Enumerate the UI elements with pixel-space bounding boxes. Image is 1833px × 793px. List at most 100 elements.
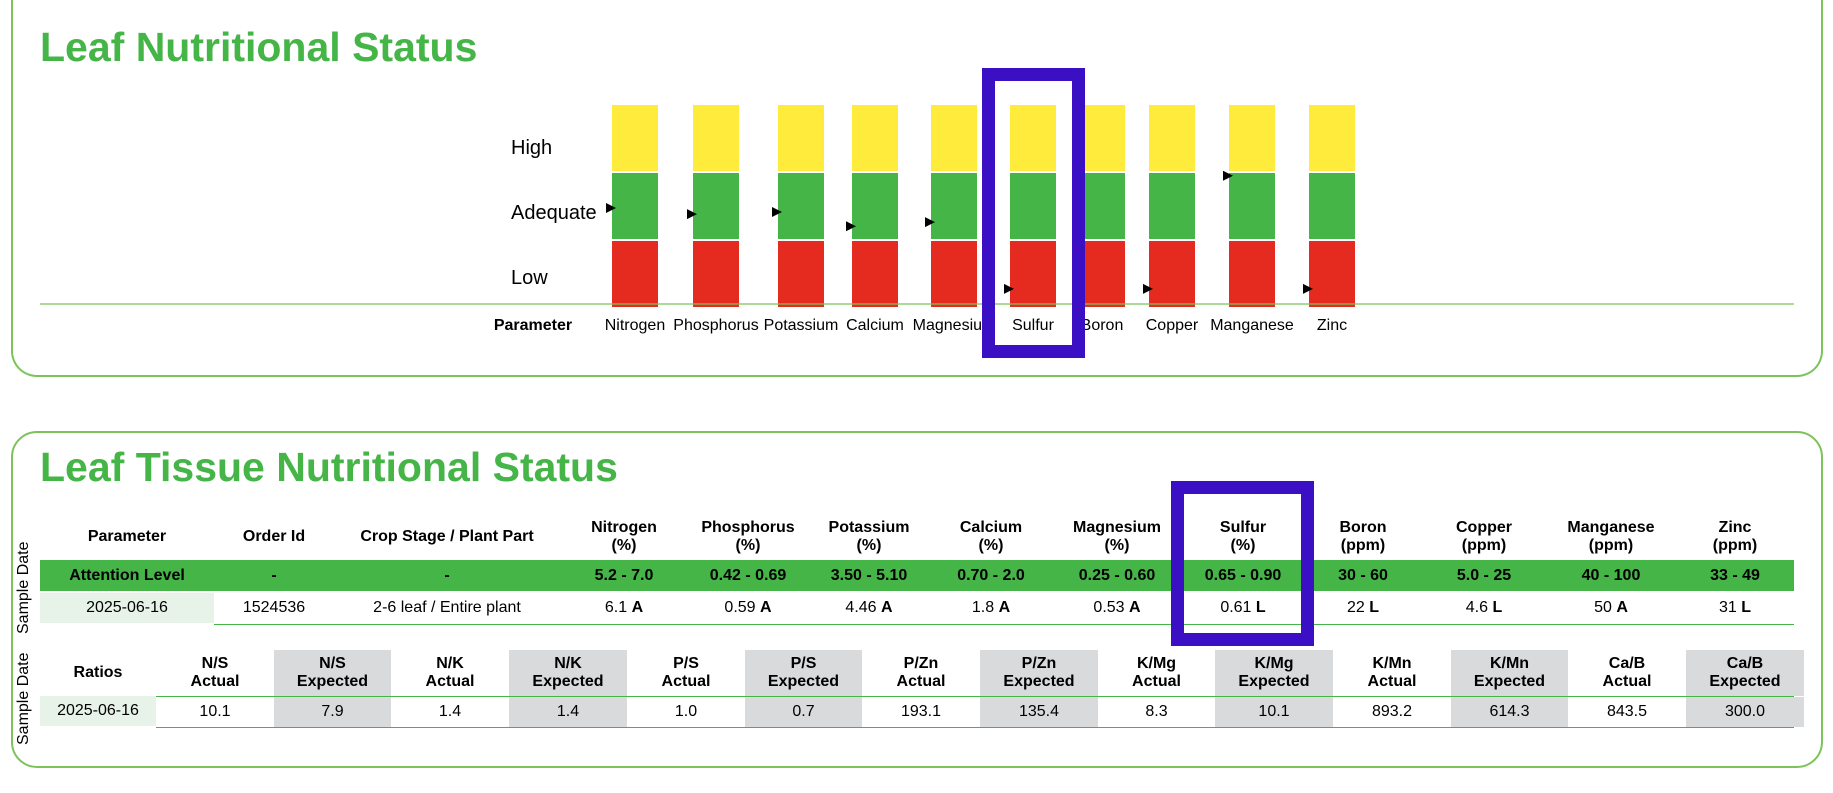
bar-manganese-adequate	[1229, 173, 1275, 239]
attention-cell: 33 - 49	[1676, 561, 1794, 591]
chart-highlight-box	[982, 68, 1085, 358]
sample-row-bottom-line	[214, 624, 1794, 625]
value: 31	[1718, 598, 1737, 616]
ratio-header-n-k-expected-line1: N/K	[554, 654, 582, 672]
value-cell: 0.61 L	[1182, 593, 1304, 623]
header-boron-line2: (ppm)	[1340, 537, 1386, 554]
bar-copper-adequate	[1149, 173, 1195, 239]
level-label-high: High	[511, 137, 552, 159]
bar-sulfur-adequate	[1010, 173, 1056, 239]
header-phosphorus-line1: Phosphorus	[701, 518, 795, 536]
tick-label-manganese: Manganese	[1210, 317, 1294, 334]
crop-stage: 2-6 leaf / Entire plant	[373, 598, 521, 616]
header-crop-stage-plant-part-line1: Crop Stage / Plant Part	[360, 527, 534, 545]
ratio-value: 1.0	[674, 702, 698, 720]
bar-manganese-high	[1229, 105, 1275, 171]
value-cell: 0.53 A	[1052, 593, 1182, 623]
sample-date: 2025-06-16	[40, 593, 214, 623]
header-copper: Copper (ppm)	[1422, 514, 1546, 560]
ratio-header-p-zn-expected-line1: P/Zn	[1021, 654, 1057, 672]
ratio-value: 0.7	[745, 697, 862, 727]
nutritional-status-panel	[11, 0, 1823, 377]
bar-zinc-low	[1309, 241, 1355, 307]
ratio-header-k-mg-actual: K/Mg Actual	[1098, 650, 1215, 696]
sample-date-label: Sample Date	[15, 541, 32, 635]
ratio-header-k-mn-expected-line1: K/Mn	[1489, 654, 1530, 672]
bar-phosphorus-adequate	[693, 173, 739, 239]
marker-calcium	[846, 221, 856, 232]
bar-zinc-high	[1309, 105, 1355, 171]
attention-cell: 3.50 - 5.10	[808, 561, 930, 591]
ratio-value: 193.1	[900, 702, 942, 720]
status-flag: L	[1492, 598, 1503, 616]
bar-boron-high	[1079, 105, 1125, 171]
ratio-header-k-mg-expected: K/Mg Expected	[1215, 650, 1333, 696]
header-magnesium: Magnesium (%)	[1052, 514, 1182, 560]
marker-zinc	[1303, 283, 1313, 294]
value-cell: 4.6 L	[1422, 593, 1546, 623]
attention-cell: 5.0 - 25	[1422, 561, 1546, 591]
ratios-sample-date-label: Sample Date	[15, 652, 32, 746]
attention-cell: Attention Level	[40, 561, 214, 591]
value-cell: 4.46 A	[808, 593, 930, 623]
ratio-header-n-s-expected-line2: Expected	[296, 673, 369, 690]
attention-cell: 5.2 - 7.0	[560, 561, 688, 591]
ratio-header-p-s-expected: P/S Expected	[745, 650, 862, 696]
ratio-header-ca-b-actual-line1: Ca/B	[1608, 654, 1646, 672]
ratio-header-k-mn-expected-line2: Expected	[1473, 673, 1546, 690]
ratios-header: Ratios	[73, 663, 123, 681]
header-copper-line1: Copper	[1456, 518, 1512, 536]
status-flag: L	[1255, 598, 1266, 616]
ratio-header-n-s-actual-line1: N/S	[201, 654, 229, 672]
table-highlight-box	[1171, 481, 1314, 646]
header-manganese: Manganese (ppm)	[1546, 514, 1676, 560]
ratio-value: 8.3	[1145, 702, 1168, 720]
ratio-header-p-zn-expected-line2: Expected	[1003, 673, 1075, 690]
header-phosphorus: Phosphorus (%)	[688, 514, 808, 560]
bar-magnesium-low	[931, 241, 977, 307]
attention-cell: 0.70 - 2.0	[930, 561, 1052, 591]
header-potassium-line1: Potassium	[828, 518, 910, 536]
tick-label-sulfur: Sulfur	[1012, 317, 1054, 334]
bar-calcium-low	[852, 241, 898, 307]
attention-cell: 0.42 - 0.69	[688, 561, 808, 591]
value-cell: 1.8 A	[930, 593, 1052, 623]
bar-calcium-high	[852, 105, 898, 171]
marker-sulfur	[1004, 283, 1014, 294]
header-sulfur-line1: Sulfur	[1219, 518, 1267, 536]
header-sulfur-line2: (%)	[1230, 537, 1256, 554]
tick-label-copper: Copper	[1146, 317, 1199, 334]
header-calcium: Calcium (%)	[930, 514, 1052, 560]
tick-label-boron: Boron	[1081, 317, 1124, 334]
header-nitrogen: Nitrogen (%)	[560, 514, 688, 560]
ratio-header-ca-b-actual-line2: Actual	[1602, 673, 1652, 690]
status-flag: A	[881, 598, 893, 616]
ratios-date: 2025-06-16	[40, 696, 156, 726]
ratio-value: 1.4	[438, 702, 462, 720]
ratio-header-p-s-expected-line2: Expected	[767, 673, 840, 690]
ratio-header-k-mn-expected: K/Mn Expected	[1451, 650, 1568, 696]
level-label-adequate: Adequate	[511, 202, 597, 224]
attention-cell: -	[214, 561, 334, 591]
bar-copper-low	[1149, 241, 1195, 307]
tick-label-magnesium: Magnesium	[913, 317, 996, 334]
value-cell: 6.1 A	[560, 593, 688, 623]
header-manganese-line1: Manganese	[1567, 518, 1655, 536]
ratio-header-n-s-expected-line1: N/S	[319, 654, 346, 672]
status-flag: A	[760, 598, 772, 616]
bar-magnesium-high	[931, 105, 977, 171]
status-flag: A	[998, 598, 1011, 616]
header-order-id: Order Id	[214, 514, 334, 560]
status-flag: A	[1616, 598, 1628, 616]
ratio-header-ca-b-actual: Ca/B Actual	[1568, 650, 1686, 696]
nutrient-level-chart: Nitrogen Phosphorus Potassium Calcium Magnes…	[40, 105, 1794, 334]
header-zinc-line1: Zinc	[1718, 518, 1752, 536]
bar-manganese-low	[1229, 241, 1275, 307]
bar-nitrogen-low	[612, 241, 658, 307]
bar-sulfur-high	[1010, 105, 1056, 171]
marker-potassium	[772, 207, 782, 218]
ratio-header-n-s-actual: N/S Actual	[156, 650, 274, 696]
value-cell: 22 L	[1304, 593, 1422, 623]
value-cell: 0.59 A	[688, 593, 808, 623]
status-flag: L	[1369, 598, 1380, 616]
